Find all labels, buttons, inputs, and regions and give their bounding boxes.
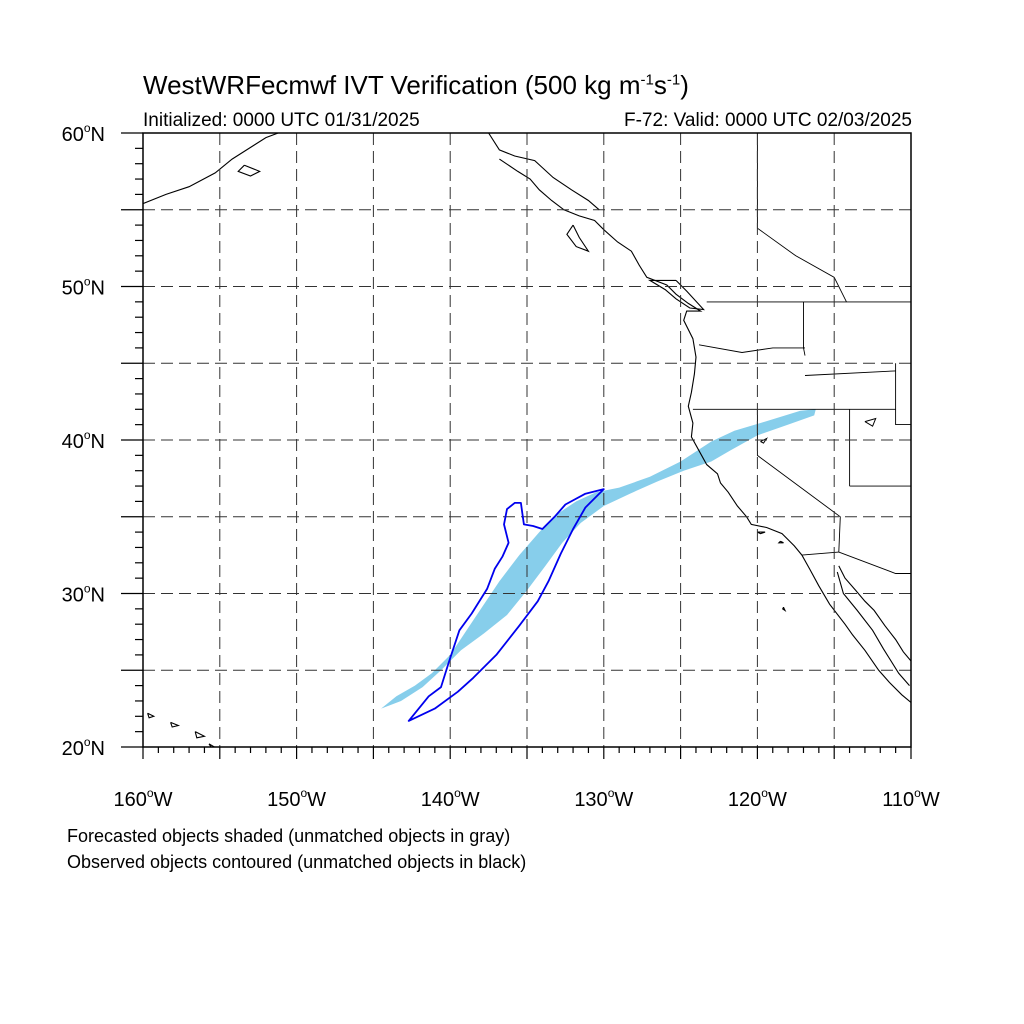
longitude-label-degree: o	[300, 786, 307, 800]
lake-outline	[864, 417, 877, 427]
latitude-label-number: 60	[62, 124, 84, 146]
valid-time: F-72: Valid: 0000 UTC 02/03/2025	[624, 110, 912, 131]
longitude-label-hemisphere: W	[154, 789, 173, 811]
longitude-label-degree: o	[761, 786, 768, 800]
latitude-label: 20oN	[62, 735, 105, 760]
longitude-label: 130oW	[574, 786, 633, 811]
longitude-label-number: 110	[882, 789, 914, 811]
latitude-label-degree: o	[84, 275, 91, 289]
latitude-label-number: 40	[62, 431, 84, 453]
alaska-peninsula-coast	[143, 133, 279, 205]
longitude-label: 110oW	[882, 786, 940, 811]
border-line	[895, 363, 911, 426]
longitude-label-degree: o	[608, 786, 615, 800]
initialized-time: Initialized: 0000 UTC 01/31/2025	[143, 110, 420, 131]
island-outline	[781, 607, 787, 612]
map-title: WestWRFecmwf IVT Verification (500 kg m-…	[143, 70, 689, 100]
latitude-label: 40oN	[62, 428, 105, 453]
baja-east-coast	[836, 571, 910, 686]
gridlines	[143, 133, 911, 747]
longitude-label-degree: o	[147, 786, 154, 800]
latitude-label-number: 20	[62, 738, 84, 760]
southeast-alaska-coast	[488, 133, 600, 211]
latitude-label: 50oN	[62, 275, 105, 300]
latitude-label: 60oN	[62, 121, 105, 146]
border-line	[698, 344, 805, 353]
border-line	[756, 133, 847, 303]
latitude-label-degree: o	[84, 121, 91, 135]
border-line	[804, 370, 896, 376]
island-outline	[237, 164, 262, 177]
latitude-label-hemisphere: N	[91, 738, 105, 760]
observed-object-contour	[407, 488, 605, 722]
axis-ticks	[121, 132, 912, 759]
border-line	[801, 551, 839, 556]
longitude-label: 160oW	[114, 786, 173, 811]
latitude-label-degree: o	[84, 735, 91, 749]
longitude-label: 150oW	[267, 786, 326, 811]
longitude-label-number: 150	[267, 789, 300, 811]
longitude-label-hemisphere: W	[768, 789, 787, 811]
longitude-label-number: 160	[114, 789, 147, 811]
caption-observed: Observed objects contoured (unmatched ob…	[67, 852, 527, 872]
coastlines	[143, 133, 911, 747]
latitude-label: 30oN	[62, 582, 105, 607]
longitude-label-number: 140	[421, 789, 454, 811]
observed-objects	[407, 488, 605, 722]
longitude-label-hemisphere: W	[921, 789, 940, 811]
latitude-label-hemisphere: N	[91, 585, 105, 607]
island-outline	[194, 731, 207, 739]
caption-forecast: Forecasted objects shaded (unmatched obj…	[67, 826, 511, 846]
island-outline	[566, 224, 590, 253]
longitude-label-degree: o	[914, 786, 921, 800]
longitude-label: 140oW	[421, 786, 480, 811]
forecast-objects	[381, 409, 816, 709]
longitude-label-number: 120	[728, 789, 761, 811]
longitude-label-degree: o	[454, 786, 461, 800]
island-outline	[147, 712, 156, 719]
gulf-california-coast	[838, 565, 911, 662]
longitude-label-hemisphere: W	[461, 789, 480, 811]
axis-labels: 160oW 150oW 140oW 130oW 120oW 110oW20oN30oN40…	[62, 121, 940, 811]
island-outline	[170, 721, 181, 728]
latitude-label-number: 50	[62, 278, 84, 300]
west-coast-line	[499, 158, 911, 703]
latitude-label-hemisphere: N	[91, 431, 105, 453]
longitude-label-number: 130	[574, 789, 607, 811]
island-outline	[777, 540, 784, 544]
political-borders	[692, 133, 911, 574]
latitude-label-hemisphere: N	[91, 278, 105, 300]
lake-outline	[760, 437, 769, 444]
island-outline	[208, 743, 216, 747]
island-outline	[647, 279, 705, 311]
longitude-label-hemisphere: W	[307, 789, 326, 811]
latitude-label-number: 30	[62, 585, 84, 607]
longitude-label: 120oW	[728, 786, 787, 811]
latitude-label-degree: o	[84, 428, 91, 442]
island-outline	[757, 531, 766, 535]
longitude-label-hemisphere: W	[614, 789, 633, 811]
forecast-object-shaded	[381, 409, 816, 709]
latitude-label-degree: o	[84, 582, 91, 596]
latitude-label-hemisphere: N	[91, 124, 105, 146]
